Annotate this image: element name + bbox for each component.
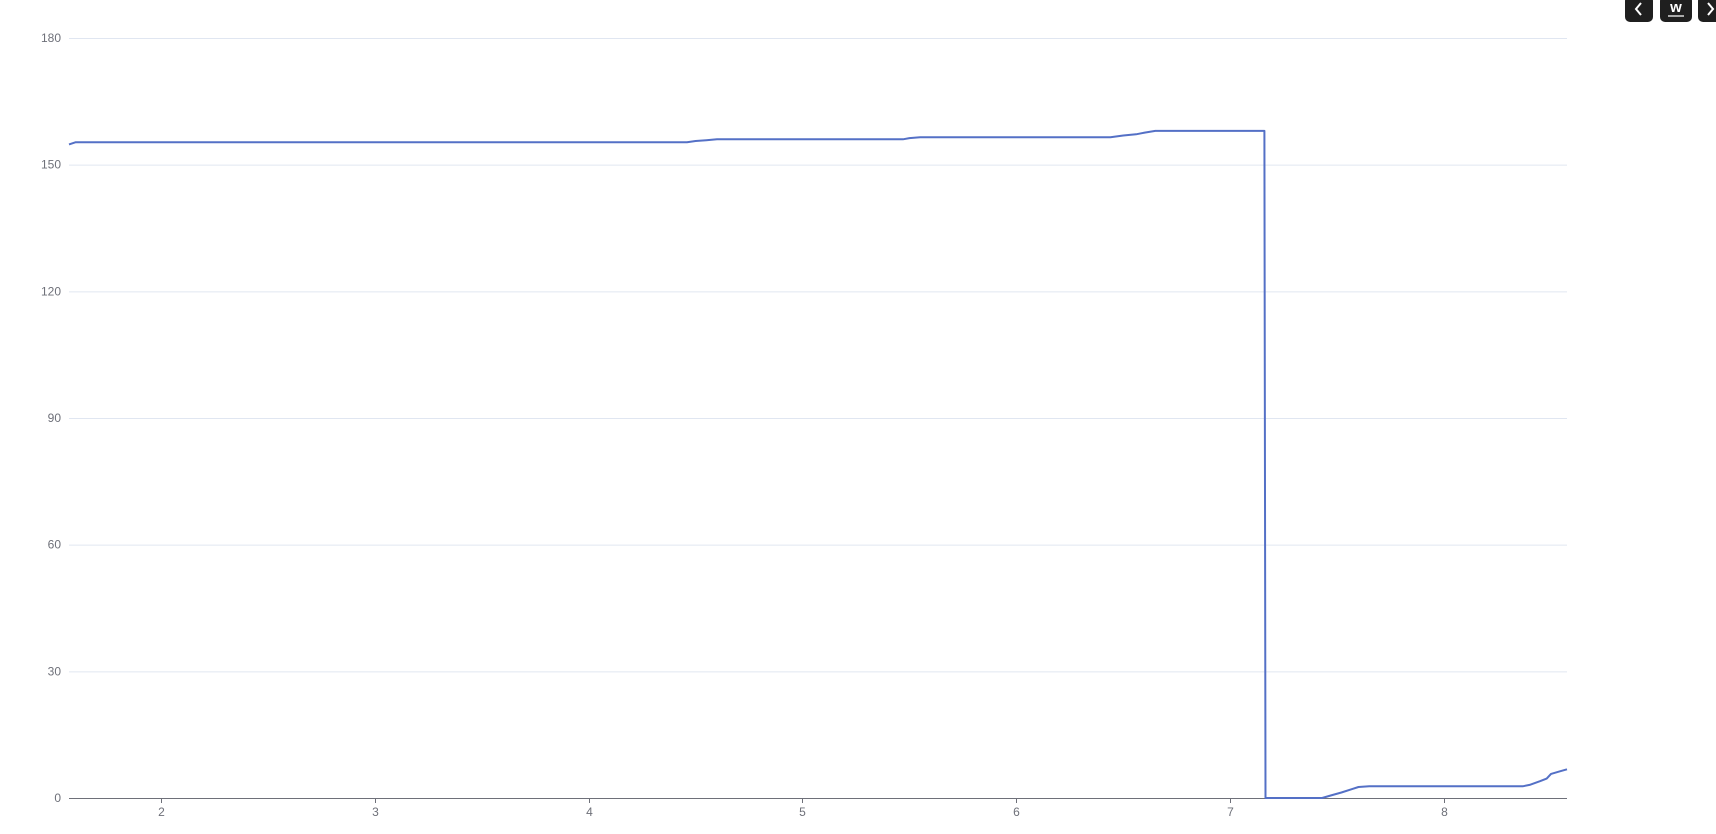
chevron-left-icon — [1634, 2, 1642, 16]
y-tick-label: 0 — [54, 791, 61, 805]
y-tick-label: 180 — [41, 31, 61, 45]
y-tick-label: 90 — [48, 411, 62, 425]
y-tick-label: 150 — [41, 158, 61, 172]
y-tick-label: 60 — [48, 538, 62, 552]
series-line — [68, 129, 1568, 799]
x-tick-label: 7 — [1227, 805, 1234, 819]
grid-lines — [69, 38, 1567, 673]
x-tick-label: 6 — [1013, 805, 1020, 819]
x-tick-label: 2 — [158, 805, 165, 819]
y-tick-label: 30 — [48, 664, 62, 678]
x-axis-ticks: 2 3 4 5 6 7 8 — [158, 798, 1448, 819]
w-button-label: w — [1668, 0, 1684, 17]
x-tick-label: 8 — [1441, 805, 1448, 819]
w-button[interactable]: w — [1660, 0, 1692, 22]
x-tick-label: 5 — [799, 805, 806, 819]
next-button[interactable] — [1698, 0, 1716, 22]
previous-button[interactable] — [1625, 0, 1653, 22]
chevron-right-icon — [1707, 2, 1715, 16]
y-axis-labels: 0 30 60 90 120 150 180 — [41, 31, 61, 805]
x-tick-label: 4 — [586, 805, 593, 819]
x-tick-label: 3 — [372, 805, 379, 819]
y-tick-label: 120 — [41, 284, 61, 298]
